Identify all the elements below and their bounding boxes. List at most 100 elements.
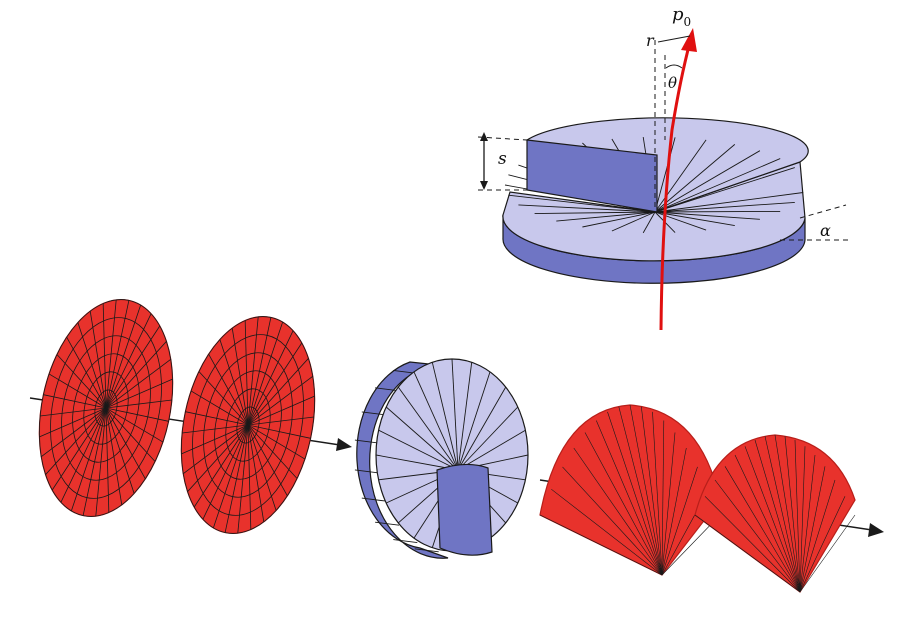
side-plate-rim-segment [393,539,418,544]
helix-mesh-line [596,420,663,576]
wavefront-radial-line [247,317,272,426]
wavefront-radial-line [105,407,156,462]
wavefront-radial-line [105,407,146,480]
wavefront-radial-line [181,424,249,455]
wavefront-radial-line [105,299,117,409]
side-plate-sector-line [457,429,526,471]
wavefront-radial-line [185,411,249,426]
helix-mesh-line [764,436,801,593]
wavefront-radial-line [198,371,249,426]
wavefront-radial-line [247,424,277,511]
wavefront-radial-line [105,407,164,443]
side-plate-sector-line [385,406,459,471]
side-plate-sector-line [457,386,507,471]
spiral-plate-side-view [354,358,529,559]
helix-mesh-line [661,432,676,576]
wavefront-radial-line [244,320,249,426]
wavefront-radial-line [102,303,107,409]
helix-mesh-line [774,434,801,593]
helix-mesh-line [694,514,801,593]
plate-sector-line [654,210,781,213]
helix-mesh-line [661,420,665,576]
helix-mesh-line [784,436,801,593]
side-plate-sector-line [457,406,519,471]
helix-mesh-line [584,432,663,576]
wavefront-radial-line [56,354,107,409]
wavefront-radial-line [105,313,152,409]
side-plate-sector-line [397,386,459,471]
wavefront-radial-line [183,424,249,475]
plate-sector-line [654,167,795,213]
wavefront-radial-line [89,311,107,409]
wavefront-radial-line [40,407,107,417]
label-s: s [498,149,507,169]
helix-mesh-line [799,466,826,593]
plate-sector-line [518,204,656,213]
wavefront-radial-line [60,407,107,503]
wavefront-radial-line [247,424,265,522]
wavefront-radial-line [105,407,169,422]
helix-mesh-line [539,514,663,576]
plate-sector-line [642,211,656,234]
wavefront-radial-line [247,424,306,460]
beam-arrowhead [681,28,697,52]
wavefront-radial-line [182,424,249,434]
wavefront-radial-line [247,316,259,426]
wavefront-radial-line [208,353,249,426]
helical-wavefront [539,404,856,593]
helix-mesh-line [661,447,687,576]
helix-mesh-line [714,479,801,593]
wavefront-radial-line [105,407,123,505]
helix-mesh-line [744,446,801,593]
helix-mesh-line [562,466,663,576]
helix-mesh-line [799,514,856,593]
side-plate-rim-segment [375,521,400,526]
wavefront-radial-line [193,424,249,508]
plate-sector-line [654,158,781,213]
helix-mesh-line [641,406,663,576]
wavefront-radial-line [77,322,107,409]
wavefront-radial-line [41,407,107,458]
wavefront-radial-line [247,424,311,439]
planar-wavefront-1 [38,298,174,518]
side-plate-sector-line [457,371,491,471]
plate-sector-line [556,211,656,222]
helix-mesh-line [734,454,801,593]
wavefront-radial-line [66,336,107,409]
plate-sector-line [508,194,656,213]
helix-mesh-line [799,479,836,593]
wavefront-radial-line [202,424,249,520]
helix-mesh-line [724,466,801,593]
wavefront-radial-line [45,407,107,475]
wavefront-radial-line [247,416,314,426]
helix-mesh-line [794,439,801,593]
wavefront-radial-line [82,407,107,516]
wavefront-radial-line [247,424,252,530]
side-plate-step [436,463,493,556]
wavefront-radial-line [224,424,249,533]
wavefront-radial-line [219,339,249,426]
wavefront-radial-line [70,407,107,512]
wavefront-radial-line [247,424,298,479]
side-plate-sector-line [431,362,459,471]
axis-arrow-2 [868,523,884,537]
wavefront-radial-line [39,407,107,438]
wavefront-radial-line [105,399,172,409]
wavefront-radial-line [247,375,313,426]
label-alpha: α [820,221,831,240]
side-plate-rim-segment [414,548,439,553]
helix-mesh-line [799,454,816,593]
wavefront-radial-line [247,330,294,426]
plate-sector-line [654,139,707,213]
spiral-phase-plate: s α r θ p0 [477,4,848,331]
wavefront-radial-line [231,328,249,426]
plate-sector-line [654,150,761,213]
plate-sector-line [654,144,736,213]
side-plate-sector-line [451,358,459,471]
wavefront-radial-line [43,394,107,409]
wavefront-radial-line [51,407,107,491]
wavefront-radial-line [105,407,110,513]
wavefront-radial-line [95,407,107,517]
label-r: r [646,31,655,50]
